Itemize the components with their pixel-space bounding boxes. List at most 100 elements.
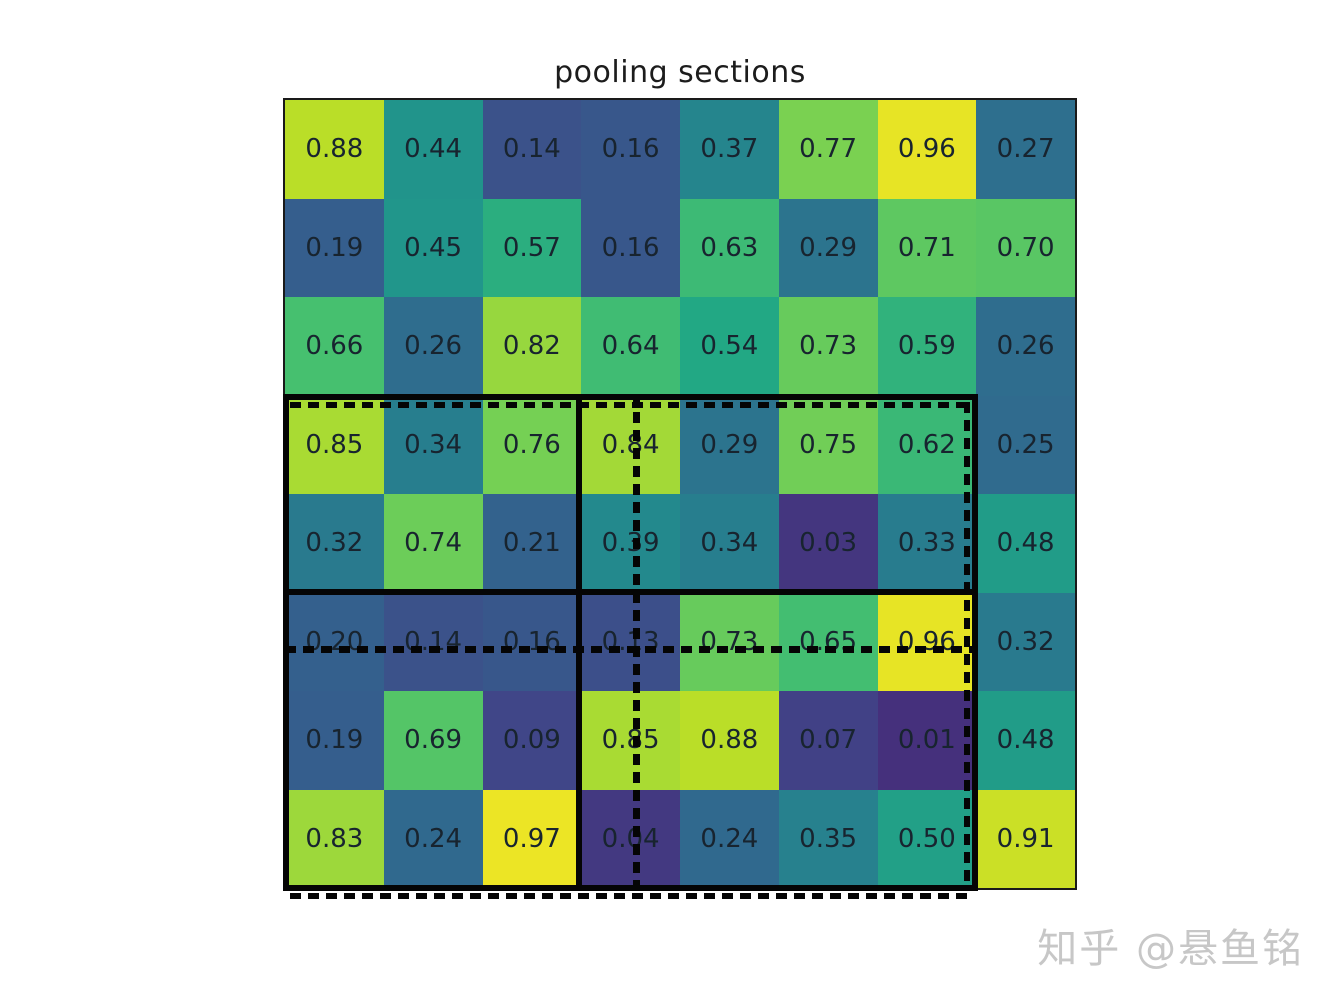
heatmap-cell-r5c5: 0.34	[680, 494, 779, 593]
pooling-solid-box-right-line	[972, 394, 978, 891]
heatmap-cell-r1c2: 0.44	[383, 100, 483, 199]
heatmap-cell-r7c8: 0.48	[976, 691, 1075, 790]
heatmap-cell-r4c2: 0.34	[383, 395, 483, 494]
cell-value-label: 0.37	[700, 134, 759, 165]
heatmap-cell-r8c6: 0.35	[778, 789, 878, 888]
cell-value-label: 0.59	[897, 331, 956, 362]
heatmap-cell-r3c4: 0.64	[581, 297, 680, 396]
heatmap-cell-r8c5: 0.24	[680, 789, 779, 888]
cell-value-label: 0.48	[996, 528, 1055, 559]
heatmap-cell-r7c4: 0.85	[581, 691, 680, 790]
heatmap-cell-r4c8: 0.25	[976, 395, 1075, 494]
cell-value-label: 0.24	[700, 823, 759, 854]
cell-value-label: 0.29	[700, 429, 759, 460]
heatmap-cell-r5c1: 0.32	[285, 494, 384, 593]
pooling-solid-box-top-line	[283, 394, 978, 400]
cell-value-label: 0.26	[404, 331, 463, 362]
cell-value-label: 0.64	[601, 331, 660, 362]
cell-value-label: 0.70	[996, 232, 1055, 263]
heatmap-cell-r3c8: 0.26	[976, 297, 1075, 396]
heatmap-cell-r2c7: 0.71	[877, 198, 977, 297]
heatmap-cell-r7c5: 0.88	[680, 691, 779, 790]
heatmap-cell-r6c7: 0.96	[877, 592, 977, 691]
heatmap-cell-r1c3: 0.14	[482, 100, 582, 199]
heatmap-cell-r2c4: 0.16	[581, 198, 680, 297]
heatmap-cell-r3c2: 0.26	[383, 297, 483, 396]
heatmap-cell-r1c5: 0.37	[680, 100, 779, 199]
heatmap-cell-r6c8: 0.32	[976, 592, 1075, 691]
watermark: 知乎 @悬鱼铭	[1037, 926, 1304, 972]
heatmap-cell-r3c3: 0.82	[482, 297, 582, 396]
heatmap-cell-r7c6: 0.07	[778, 691, 878, 790]
heatmap-cell-r4c7: 0.62	[877, 395, 977, 494]
cell-value-label: 0.71	[897, 232, 956, 263]
heatmap-cell-r2c5: 0.63	[680, 198, 779, 297]
heatmap-cell-r6c1: 0.20	[285, 592, 384, 691]
heatmap-cell-r6c6: 0.65	[778, 592, 878, 691]
cell-value-label: 0.45	[404, 232, 463, 263]
cell-value-label: 0.35	[799, 823, 858, 854]
heatmap-cell-r7c3: 0.09	[482, 691, 582, 790]
cell-value-label: 0.19	[305, 725, 364, 756]
heatmap-grid: 0.88 0.44 0.14 0.16 0.37 0.77 0.96 0.27 0.19 0.45…	[283, 98, 1077, 890]
heatmap-cell-r7c2: 0.69	[383, 691, 483, 790]
heatmap-cell-r8c4: 0.04	[581, 789, 680, 888]
cell-value-label: 0.77	[799, 134, 858, 165]
heatmap-cell-r5c4: 0.39	[581, 494, 680, 593]
heatmap-cell-r1c7: 0.96	[877, 100, 977, 199]
cell-value-label: 0.34	[404, 429, 463, 460]
heatmap-cell-r8c8: 0.91	[976, 789, 1075, 888]
cell-value-label: 0.03	[799, 528, 858, 559]
cell-value-label: 0.63	[700, 232, 759, 263]
cell-value-label: 0.01	[897, 725, 956, 756]
cell-value-label: 0.84	[601, 429, 660, 460]
heatmap-cell-r4c6: 0.75	[778, 395, 878, 494]
heatmap-cell-r4c4: 0.84	[581, 395, 680, 494]
cell-value-label: 0.62	[897, 429, 956, 460]
heatmap-cell-r1c4: 0.16	[581, 100, 680, 199]
pooling-dashed-horizontal-divider	[285, 646, 976, 653]
cell-value-label: 0.34	[700, 528, 759, 559]
heatmap-cell-r2c6: 0.29	[778, 198, 878, 297]
heatmap-cell-r7c7: 0.01	[877, 691, 977, 790]
cell-value-label: 0.88	[700, 725, 759, 756]
heatmap-cell-r5c7: 0.33	[877, 494, 977, 593]
heatmap-cell-r5c3: 0.21	[482, 494, 582, 593]
cell-value-label: 0.21	[502, 528, 561, 559]
cell-value-label: 0.09	[502, 725, 561, 756]
heatmap-cell-r2c8: 0.70	[976, 198, 1075, 297]
cell-value-label: 0.82	[502, 331, 561, 362]
heatmap-cell-r6c4: 0.13	[581, 592, 680, 691]
heatmap-cell-r4c1: 0.85	[285, 395, 384, 494]
heatmap-cell-r5c6: 0.03	[778, 494, 878, 593]
heatmap-cell-r5c8: 0.48	[976, 494, 1075, 593]
heatmap-cell-r3c1: 0.66	[285, 297, 384, 396]
cell-value-label: 0.83	[305, 823, 364, 854]
heatmap-cell-r1c1: 0.88	[285, 100, 384, 199]
cell-value-label: 0.50	[897, 823, 956, 854]
heatmap-cell-r3c5: 0.54	[680, 297, 779, 396]
cell-value-label: 0.66	[305, 331, 364, 362]
cell-value-label: 0.24	[404, 823, 463, 854]
heatmap-cell-r2c1: 0.19	[285, 198, 384, 297]
cell-value-label: 0.32	[996, 626, 1055, 657]
heatmap-cell-r5c2: 0.74	[383, 494, 483, 593]
cell-value-label: 0.26	[996, 331, 1055, 362]
pooling-solid-box-bottom-line	[283, 885, 978, 891]
heatmap-cell-r8c3: 0.97	[482, 789, 582, 888]
chart-title: pooling sections	[554, 55, 806, 90]
pooling-dashed-box-top-line	[290, 402, 970, 408]
cell-value-label: 0.54	[700, 331, 759, 362]
cell-value-label: 0.33	[897, 528, 956, 559]
heatmap-cell-r3c7: 0.59	[877, 297, 977, 396]
heatmap-cell-r7c1: 0.19	[285, 691, 384, 790]
pooling-dashed-box-bottom-line	[290, 893, 970, 899]
heatmap-cell-r6c2: 0.14	[383, 592, 483, 691]
cell-value-label: 0.91	[996, 823, 1055, 854]
cell-value-label: 0.44	[404, 134, 463, 165]
cell-value-label: 0.76	[502, 429, 561, 460]
heatmap-cell-r2c3: 0.57	[482, 198, 582, 297]
heatmap-cell-r1c8: 0.27	[976, 100, 1075, 199]
cell-value-label: 0.57	[502, 232, 561, 263]
